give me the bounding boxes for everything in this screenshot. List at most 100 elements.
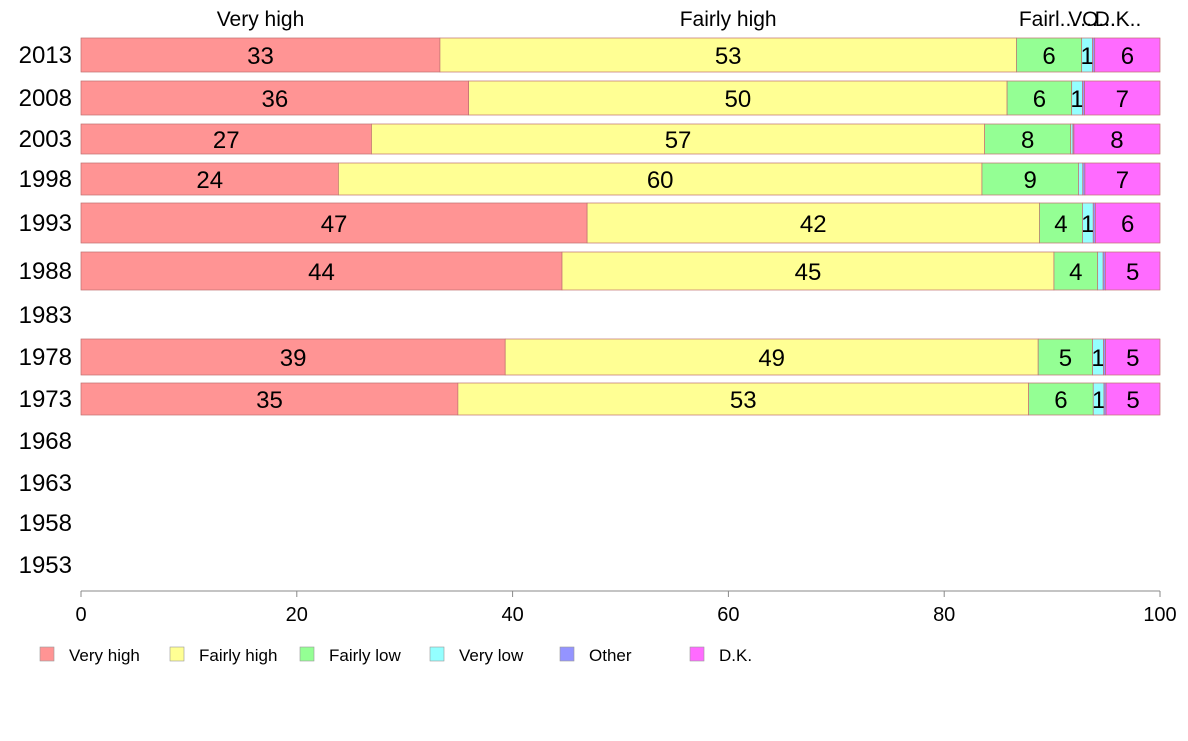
- data-label: 5: [1126, 345, 1139, 372]
- bar-segment: [1105, 382, 1161, 416]
- data-label: 6: [1033, 86, 1046, 113]
- data-label: 1: [1091, 345, 1104, 372]
- data-label: 7: [1116, 167, 1129, 194]
- bar-segment: [1105, 338, 1161, 376]
- legend-label: Very high: [69, 646, 140, 665]
- year-label: 1968: [19, 428, 72, 455]
- legend-label: Fairly low: [329, 646, 402, 665]
- data-label: 50: [725, 86, 752, 113]
- bar-segment: [586, 202, 1040, 244]
- data-label: 1: [1092, 387, 1105, 414]
- bar-segment: [1094, 37, 1161, 73]
- year-label: 1963: [19, 470, 72, 497]
- legend-label: D.K.: [719, 646, 752, 665]
- bar-segment: [80, 37, 441, 73]
- data-label: 57: [665, 127, 692, 154]
- data-label: 5: [1126, 387, 1139, 414]
- bar-segment: [1084, 162, 1161, 196]
- data-label: 5: [1059, 345, 1072, 372]
- data-label: 6: [1042, 43, 1055, 70]
- category-top-label: O...: [1082, 8, 1116, 31]
- data-label: 35: [256, 387, 283, 414]
- category-top-label: Fairl...: [1019, 8, 1077, 31]
- bar-segment: [981, 162, 1079, 196]
- data-label: 24: [196, 167, 223, 194]
- category-top-label: V...: [1068, 8, 1098, 31]
- data-label: 49: [758, 345, 785, 372]
- bar-segment: [457, 382, 1029, 416]
- x-tick-label: 60: [717, 604, 739, 626]
- x-tick-label: 80: [933, 604, 955, 626]
- data-label: 8: [1110, 127, 1123, 154]
- bar-segment: [338, 162, 983, 196]
- year-label: 2013: [19, 42, 72, 69]
- bar-segment: [1084, 80, 1161, 116]
- data-label: 60: [647, 167, 674, 194]
- category-top-label: Very high: [217, 8, 305, 31]
- data-label: 6: [1121, 211, 1134, 238]
- bar-segment: [1073, 123, 1161, 155]
- data-label: 53: [715, 43, 742, 70]
- year-label: 1953: [19, 552, 72, 579]
- legend-swatch: [299, 646, 315, 662]
- bar-segment: [80, 338, 506, 376]
- data-label: 44: [308, 259, 335, 286]
- data-label: 6: [1054, 387, 1067, 414]
- data-label: 36: [261, 86, 288, 113]
- data-label: 47: [321, 211, 348, 238]
- x-tick-label: 100: [1143, 604, 1176, 626]
- bar-segment: [468, 80, 1008, 116]
- bar-segment: [984, 123, 1072, 155]
- x-tick-label: 20: [286, 604, 308, 626]
- data-label: 45: [795, 259, 822, 286]
- bar-segment: [1006, 80, 1073, 116]
- legend-label: Other: [589, 646, 632, 665]
- x-tick-label: 40: [501, 604, 523, 626]
- bar-segment: [80, 162, 339, 196]
- data-label: 53: [730, 387, 757, 414]
- data-label: 9: [1024, 167, 1037, 194]
- bar-segment: [80, 80, 470, 116]
- legend-swatch: [429, 646, 445, 662]
- bar-segment: [1078, 162, 1084, 196]
- data-label: 39: [280, 345, 307, 372]
- year-label: 1958: [19, 510, 72, 537]
- bar-segment: [504, 338, 1039, 376]
- legend-swatch: [559, 646, 575, 662]
- category-top-label: D.K..: [1095, 8, 1142, 31]
- data-label: 6: [1121, 43, 1134, 70]
- data-label: 33: [247, 43, 274, 70]
- bar-segment: [1095, 202, 1161, 244]
- data-label: 8: [1021, 127, 1034, 154]
- data-label: 4: [1054, 211, 1067, 238]
- year-label: 1978: [19, 344, 72, 371]
- bar-segment: [439, 37, 1017, 73]
- legend-label: Very low: [459, 646, 524, 665]
- legend-label: Fairly high: [199, 646, 277, 665]
- x-tick-label: 0: [75, 604, 86, 626]
- legend-swatch: [169, 646, 185, 662]
- bar-segment: [1016, 37, 1083, 73]
- year-label: 2008: [19, 85, 72, 112]
- data-label: 5: [1126, 259, 1139, 286]
- category-top-label: Fairly high: [680, 8, 777, 31]
- year-label: 1983: [19, 302, 72, 329]
- bar-segment: [371, 123, 985, 155]
- year-label: 1993: [19, 210, 72, 237]
- bar-segment: [1053, 251, 1099, 291]
- data-label: 1: [1081, 211, 1094, 238]
- year-label: 1973: [19, 386, 72, 413]
- data-label: 42: [800, 211, 827, 238]
- bar-segment: [80, 251, 563, 291]
- year-label: 2003: [19, 126, 72, 153]
- bar-segment: [1037, 338, 1093, 376]
- data-label: 4: [1069, 259, 1082, 286]
- bar-segment: [1028, 382, 1094, 416]
- year-label: 1988: [19, 258, 72, 285]
- bar-segment: [80, 382, 459, 416]
- year-label: 1998: [19, 166, 72, 193]
- data-label: 7: [1116, 86, 1129, 113]
- data-label: 1: [1070, 86, 1083, 113]
- bar-segment: [1097, 251, 1104, 291]
